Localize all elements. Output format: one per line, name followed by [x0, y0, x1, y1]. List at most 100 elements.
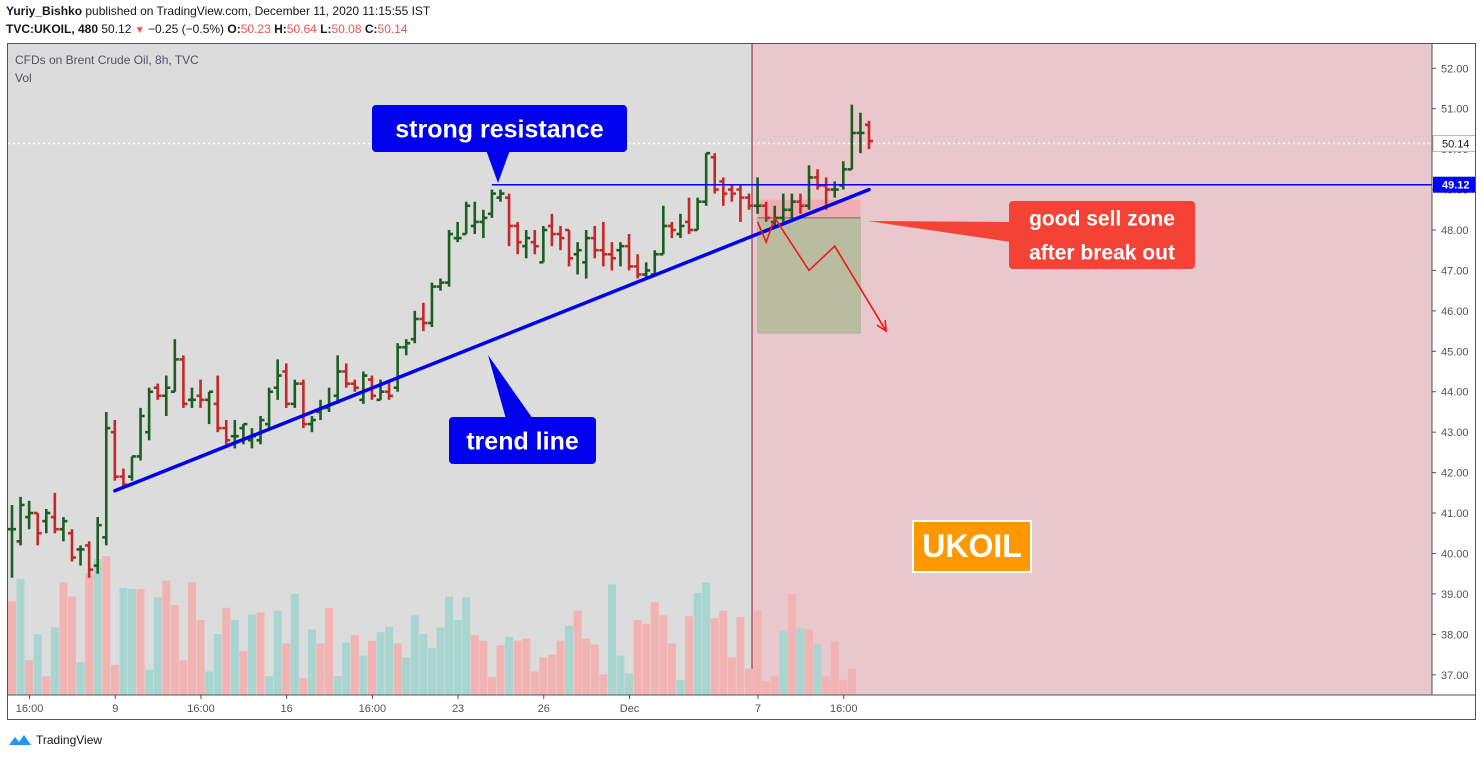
volume-bar [513, 640, 522, 695]
volume-bar [530, 671, 539, 695]
trend-line [113, 187, 871, 493]
profit-target-zone [757, 217, 861, 334]
volume-bar [179, 660, 188, 695]
high-label: H: [274, 22, 287, 36]
time-tick-label: 16:00 [359, 703, 387, 715]
volume-bar [50, 627, 59, 695]
ohlc-bar [265, 387, 274, 429]
ohlc-bar [710, 153, 719, 194]
price-chart[interactable]: strong resistance trend line good sell zon… [8, 44, 1476, 720]
ohlc-bar [856, 112, 865, 154]
ohlc-bar [667, 221, 676, 239]
ohlc-bar [127, 455, 136, 481]
volume-bar [667, 643, 676, 695]
time-tick-label: 7 [755, 703, 761, 715]
volume-bar [290, 593, 299, 695]
ohlc-bar [162, 375, 171, 416]
volume-bar [205, 671, 214, 695]
ohlc-bar [205, 390, 214, 425]
resistance-label: 49.12 [1442, 180, 1470, 192]
price-tick-label: 43.00 [1441, 427, 1469, 439]
ohlc-bar [676, 213, 685, 239]
volume-bar [59, 582, 68, 695]
volume-bar [145, 669, 154, 695]
volume-bar [650, 602, 659, 695]
volume-bar [787, 593, 796, 695]
ohlc-bar [359, 371, 368, 404]
ohlc-bar [427, 282, 436, 328]
ohlc-bar [453, 221, 462, 243]
volume-bar [410, 615, 419, 695]
sell-callout-pointer [868, 221, 1011, 242]
price-tick-label: 51.00 [1441, 104, 1469, 116]
open-value: 50.23 [240, 22, 271, 36]
volume-bar [8, 601, 16, 695]
ohlc-bar [556, 225, 565, 251]
price-tick-label: 38.00 [1441, 629, 1469, 641]
ohlc-bar [787, 193, 796, 222]
ohlc-bar [513, 221, 522, 255]
volume-bar [505, 636, 514, 695]
ohlc-bar [410, 310, 419, 344]
volume-bar [582, 638, 591, 695]
ohlc-bar [745, 193, 754, 210]
price-change: −0.25 (−0.5%) [147, 22, 225, 36]
time-tick-label: Dec [620, 703, 640, 715]
ohlc-bar [796, 193, 805, 214]
volume-bar [736, 617, 745, 695]
ohlc-bar [85, 541, 94, 578]
ohlc-bar [25, 500, 34, 530]
ohlc-bar [693, 197, 702, 232]
ohlc-bar [805, 165, 814, 210]
time-tick-label: 23 [452, 703, 464, 715]
volume-bar [136, 589, 145, 695]
volume-bar [633, 620, 642, 695]
time-axis [8, 695, 1475, 719]
ohlc-bar [59, 517, 68, 542]
ohlc-bar [136, 407, 145, 461]
ohlc-bar [530, 230, 539, 255]
time-tick-label: 26 [538, 703, 550, 715]
volume-bar [642, 623, 651, 695]
ohlc-bar [402, 339, 411, 356]
ohlc-bar [436, 278, 445, 291]
volume-bar [76, 662, 85, 695]
volume-bar [676, 680, 685, 695]
ohlc-bar [479, 209, 488, 239]
volume-bar [822, 676, 831, 695]
ohlc-bar [702, 151, 711, 206]
price-tick-label: 44.00 [1441, 387, 1469, 399]
volume-bar [307, 629, 316, 695]
volume-bar [367, 640, 376, 695]
ohlc-bar [822, 177, 831, 210]
trend-callout-box [449, 417, 596, 464]
ohlc-bar [16, 496, 25, 546]
volume-bar [393, 643, 402, 695]
volume-bar [607, 584, 616, 695]
volume-bar [745, 668, 754, 695]
volume-bar [462, 597, 471, 695]
ohlc-bar [813, 169, 822, 190]
volume-bar [247, 614, 256, 695]
ohlc-bar [616, 242, 625, 267]
symbol-badge-box [912, 520, 1032, 573]
ohlc-bar [779, 193, 788, 222]
symbol: TVC:UKOIL, 480 [6, 22, 99, 36]
volume-bar [350, 635, 359, 695]
volume-bar [445, 596, 454, 695]
time-tick-label: 16:00 [187, 703, 215, 715]
tradingview-footer[interactable]: TradingView [8, 733, 102, 747]
ohlc-bar [582, 230, 591, 279]
chart-container[interactable]: strong resistance trend line good sell zon… [7, 43, 1476, 720]
volume-bar [419, 634, 428, 695]
price-tick-label: 41.00 [1441, 508, 1469, 520]
price-tick-label: 48.00 [1441, 225, 1469, 237]
chart-legend-title: CFDs on Brent Crude Oil, 8h, TVC [15, 53, 199, 67]
volume-bar [265, 676, 274, 695]
ohlc-bar [659, 205, 668, 256]
volume-bar [213, 634, 222, 695]
projection-path [756, 216, 887, 332]
volume-bar [830, 641, 839, 695]
volume-bar [376, 632, 385, 695]
resistance-callout-pointer [486, 150, 510, 183]
